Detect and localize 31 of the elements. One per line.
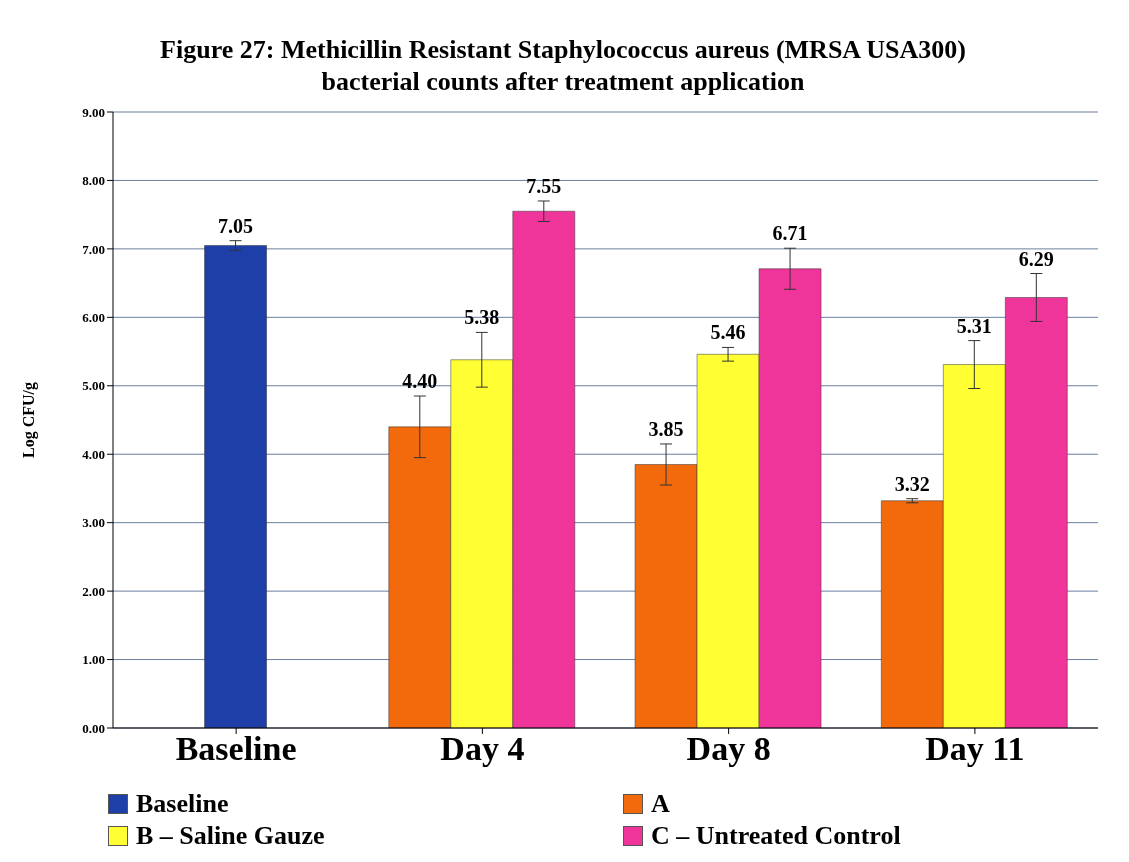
x-tick-label: Day 4 (440, 730, 525, 768)
legend-label: Baseline (136, 788, 229, 820)
y-tick-label: 2.00 (82, 583, 105, 599)
y-axis-title: Log CFU/g (19, 382, 38, 458)
y-tick-label: 4.00 (82, 446, 105, 462)
data-label: 7.05 (218, 214, 254, 237)
data-label: 6.71 (772, 222, 808, 245)
y-tick-label: 3.00 (82, 515, 105, 531)
x-tick-label: Baseline (175, 730, 297, 768)
y-tick-label: 8.00 (82, 173, 105, 189)
x-tick-label: Day 8 (686, 730, 771, 768)
bar (204, 245, 267, 728)
data-label: 3.32 (894, 472, 930, 495)
y-tick-label: 5.00 (82, 378, 105, 394)
data-label: 3.85 (648, 417, 684, 440)
y-tick-label: 6.00 (82, 309, 105, 325)
data-label: 5.31 (956, 314, 992, 337)
legend-label: A (651, 788, 670, 820)
legend-label: B – Saline Gauze (136, 820, 325, 852)
data-label: 4.40 (402, 370, 438, 393)
y-tick-label: 9.00 (82, 104, 105, 120)
data-label: 5.46 (710, 321, 746, 344)
y-tick-label: 1.00 (82, 652, 105, 668)
x-tick-label: Day 11 (925, 730, 1025, 768)
chart-title: Figure 27: Methicillin Resistant Staphylococcus aureus (MRSA USA300) bacterial counts after treatment application (159, 34, 967, 98)
legend-label: C – Untreated Control (651, 820, 901, 852)
data-label: 7.55 (526, 174, 562, 197)
data-label: 6.29 (1018, 247, 1054, 270)
data-label: 5.38 (464, 306, 500, 329)
y-tick-label: 0.00 (82, 720, 105, 736)
y-tick-label: 7.00 (82, 241, 105, 257)
